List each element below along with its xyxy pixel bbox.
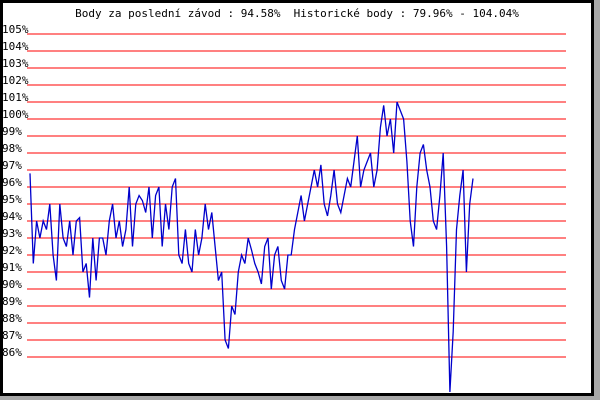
y-tick-label: 87% xyxy=(3,329,22,342)
y-tick-label: 97% xyxy=(3,159,22,172)
line-chart: 105% 104% 103% 102% 101% 100% 99% 98% 97% 96% 95% 9… xyxy=(3,23,566,393)
y-tick-label: 98% xyxy=(3,142,22,155)
y-tick-label: 95% xyxy=(3,193,22,206)
chart-title: Body za poslední závod : 94.58% Historic… xyxy=(75,7,519,20)
y-tick-label: 91% xyxy=(3,261,22,274)
y-tick-label: 89% xyxy=(3,295,22,308)
y-tick-label: 101% xyxy=(3,91,29,104)
y-tick-label: 94% xyxy=(3,210,22,223)
y-tick-label: 93% xyxy=(3,227,22,240)
y-tick-label: 102% xyxy=(3,74,29,87)
y-tick-label: 86% xyxy=(3,346,22,359)
y-tick-label: 103% xyxy=(3,57,29,70)
y-tick-label: 99% xyxy=(3,125,22,138)
y-tick-label: 90% xyxy=(3,278,22,291)
y-tick-label: 96% xyxy=(3,176,22,189)
y-tick-label: 88% xyxy=(3,312,22,325)
y-tick-label: 105% xyxy=(3,23,29,36)
y-tick-label: 100% xyxy=(3,108,29,121)
series-line xyxy=(29,101,474,393)
y-tick-label: 92% xyxy=(3,244,22,257)
y-tick-label: 104% xyxy=(3,40,29,53)
